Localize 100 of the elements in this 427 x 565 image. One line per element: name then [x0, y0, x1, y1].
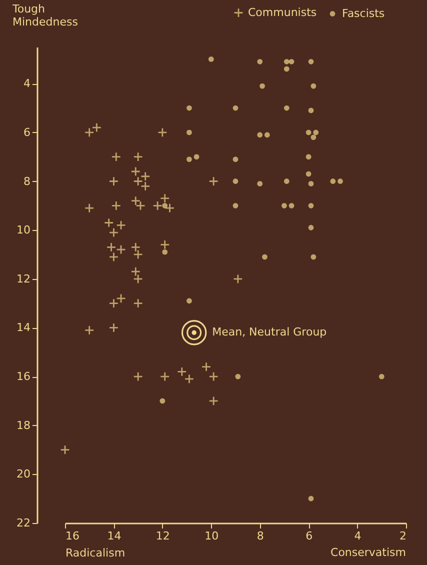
- point: [308, 58, 314, 64]
- point: [306, 130, 312, 136]
- x-tick-label: 2: [400, 530, 406, 542]
- point: [60, 444, 70, 455]
- point: [208, 372, 218, 382]
- point: [235, 374, 241, 380]
- annotation: Mean, Neutral Group: [212, 326, 327, 339]
- y-tick-label: 4: [24, 77, 30, 90]
- point: [310, 83, 316, 89]
- point: [84, 325, 94, 336]
- point: [160, 193, 170, 204]
- point: [160, 240, 170, 250]
- x-tick-label: 14: [107, 530, 122, 542]
- point: [308, 496, 314, 502]
- point: [186, 156, 192, 162]
- x-tick-label: 16: [66, 530, 80, 542]
- point: [84, 128, 94, 138]
- x-tick-label: 4: [354, 530, 362, 542]
- y-tick-label: 22: [16, 516, 30, 530]
- y-tick-label: 18: [16, 418, 30, 432]
- point: [130, 266, 141, 276]
- legend-label: Fascists: [342, 6, 385, 20]
- point: [116, 220, 126, 230]
- point: [133, 152, 143, 162]
- point: [284, 178, 290, 184]
- y-tick-label: 8: [24, 174, 30, 188]
- point: [84, 203, 94, 213]
- y-tick-label: 6: [24, 126, 30, 139]
- point: [264, 132, 270, 138]
- y-tick-label: 12: [16, 272, 30, 286]
- point: [306, 154, 312, 160]
- point: [257, 132, 263, 138]
- point: [133, 298, 143, 308]
- point: [162, 249, 168, 255]
- point: [308, 181, 314, 186]
- point: [111, 200, 122, 211]
- point: [108, 228, 119, 238]
- y-tick-label: 10: [16, 224, 30, 237]
- point: [308, 108, 314, 114]
- point: [108, 298, 119, 308]
- point: [310, 254, 316, 260]
- point: [313, 130, 319, 136]
- point: [288, 58, 294, 64]
- point: [106, 242, 116, 252]
- point: [177, 366, 187, 377]
- point: [232, 156, 238, 162]
- point: [378, 374, 384, 380]
- point: [92, 122, 102, 132]
- y-tick-label: 20: [16, 468, 30, 481]
- point: [233, 274, 243, 284]
- point: [232, 202, 238, 208]
- x-tick-label: 6: [306, 530, 313, 542]
- y-tick-label: 16: [16, 370, 30, 384]
- point: [160, 372, 170, 382]
- point: [164, 203, 175, 213]
- point: [130, 166, 141, 176]
- point: [232, 178, 238, 184]
- point: [186, 105, 192, 111]
- point: [130, 242, 141, 252]
- point: [184, 374, 194, 384]
- point: [186, 298, 192, 304]
- point: [108, 322, 119, 333]
- point: [111, 152, 122, 162]
- point: [284, 58, 290, 64]
- point: [260, 83, 265, 89]
- point: [104, 218, 114, 228]
- x-tick-label: 10: [204, 530, 219, 542]
- point: [133, 372, 143, 382]
- y-tick-label: 14: [16, 321, 30, 334]
- point: [284, 105, 290, 111]
- point: [194, 154, 200, 160]
- point: [116, 294, 126, 304]
- point: [284, 66, 290, 72]
- point: [186, 130, 192, 136]
- point: [330, 178, 336, 184]
- x-axis-title: Radicalism: [66, 546, 126, 560]
- point: [257, 58, 263, 64]
- text: Conservatism: [330, 546, 406, 559]
- point: [162, 202, 168, 208]
- point: [257, 181, 263, 186]
- x-tick-label: 12: [156, 530, 170, 542]
- point: [158, 128, 168, 138]
- x-tick-label: 8: [256, 530, 264, 542]
- point: [308, 224, 314, 230]
- point: [208, 56, 214, 62]
- point: [306, 171, 312, 177]
- point: [208, 396, 218, 406]
- legend-label: Communists: [248, 6, 317, 19]
- point: [308, 202, 314, 208]
- point: [108, 252, 119, 262]
- point: [310, 134, 316, 140]
- point: [133, 250, 143, 260]
- point: [282, 202, 287, 208]
- point: [201, 362, 212, 372]
- point: [140, 171, 150, 182]
- point: [152, 200, 162, 211]
- point: [160, 398, 166, 404]
- point: [232, 105, 238, 111]
- point: [208, 176, 218, 186]
- point: [108, 176, 119, 186]
